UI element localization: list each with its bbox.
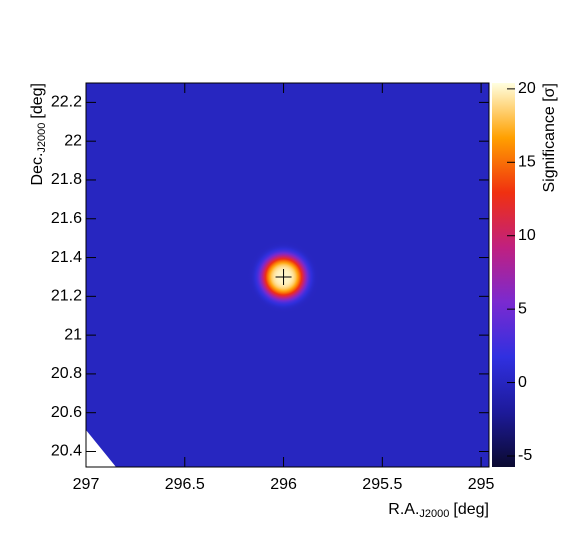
y-axis-title: Dec.J2000[deg]: [29, 83, 48, 185]
colorbar-tick-label: -5: [518, 447, 532, 464]
plot-frame: [85, 82, 490, 468]
colorbar-tick-label: 20: [518, 80, 536, 97]
colorbar: [492, 83, 515, 467]
colorbar-tick-label: 10: [518, 227, 536, 244]
y-tick-label: 21.4: [51, 249, 82, 266]
y-tick-label: 21.8: [51, 171, 82, 188]
x-tick-label: 295.5: [362, 476, 402, 493]
colorbar-title: Significance [σ]: [541, 83, 558, 192]
y-tick-label: 21.6: [51, 210, 82, 227]
source-marker: [275, 268, 292, 285]
y-tick-label: 22.2: [51, 94, 82, 111]
y-tick-label: 20.6: [51, 404, 82, 421]
y-tick-label: 22: [64, 132, 82, 149]
y-tick-label: 20.4: [51, 443, 82, 460]
x-tick-label: 296: [270, 476, 297, 493]
x-tick-label: 297: [73, 476, 100, 493]
x-axis-title: R.A.J2000 [deg]: [388, 501, 489, 520]
colorbar-tick-label: 0: [518, 374, 527, 391]
y-tick-label: 21.2: [51, 288, 82, 305]
colorbar-tick-label: 15: [518, 154, 536, 171]
plot-area: [86, 83, 489, 467]
y-tick-label: 21: [64, 326, 82, 343]
x-tick-label: 295: [468, 476, 495, 493]
map-edge: [86, 430, 116, 467]
colorbar-tick-label: 5: [518, 300, 527, 317]
x-tick-label: 296.5: [165, 476, 205, 493]
y-tick-label: 20.8: [51, 365, 82, 382]
